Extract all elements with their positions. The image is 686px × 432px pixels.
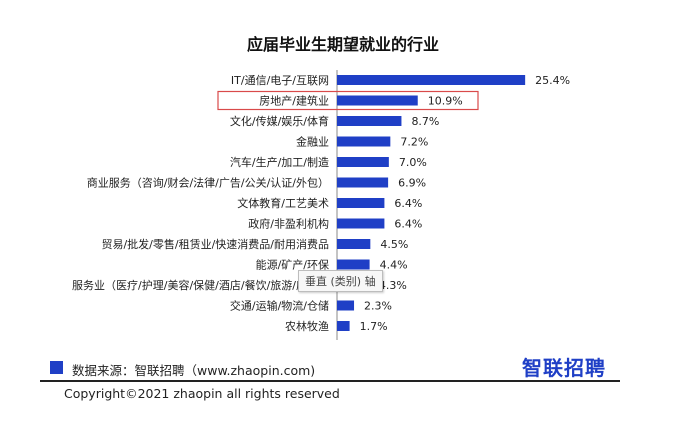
chart-title: 应届毕业生期望就业的行业: [247, 35, 439, 54]
bar: [337, 116, 402, 126]
copyright-text: Copyright©2021 zhaopin all rights reserv…: [64, 386, 340, 401]
category-label: 交通/运输/物流/仓储: [230, 299, 329, 313]
zhaopin-logo: 智联招聘: [522, 356, 606, 380]
legend-swatch: [50, 361, 63, 374]
category-label: 文体教育/工艺美术: [237, 196, 329, 210]
value-label: 6.9%: [398, 177, 426, 190]
category-label: 服务业（医疗/护理/美容/保健/酒店/餐饮/旅游/度假）: [72, 278, 329, 292]
bar: [337, 239, 371, 249]
bar: [337, 259, 370, 270]
category-label: 贸易/批发/零售/租赁业/快速消费品/耐用消费品: [101, 237, 329, 251]
bar-chart: 应届毕业生期望就业的行业 IT/通信/电子/互联网 25.4% 房地产/建筑业 10.…: [72, 35, 570, 340]
bar: [337, 321, 350, 331]
bars-layer: IT/通信/电子/互联网 25.4% 房地产/建筑业 10.9% 文化/传媒/娱乐/体育…: [72, 74, 570, 333]
category-label: 金融业: [296, 135, 329, 149]
value-label: 6.4%: [394, 197, 422, 210]
highlight-box: [217, 90, 479, 111]
category-label: 文化/传媒/娱乐/体育: [230, 114, 329, 128]
category-label: 商业服务（咨询/财会/法律/广告/公关/认证/外包）: [87, 176, 329, 190]
axis-tooltip: 垂直 (类别) 轴: [298, 270, 383, 292]
value-label: 1.7%: [360, 320, 388, 333]
data-source-text: 数据来源：智联招聘（www.zhaopin.com): [72, 363, 316, 378]
bar: [337, 300, 355, 311]
bar: [337, 95, 418, 106]
category-label: 房地产/建筑业: [259, 94, 329, 108]
value-label: 4.3%: [379, 279, 407, 292]
value-label: 4.5%: [380, 238, 408, 251]
value-label: 25.4%: [535, 74, 570, 87]
category-label: 汽车/生产/加工/制造: [230, 155, 329, 169]
value-label: 8.7%: [411, 115, 439, 128]
bar: [337, 177, 389, 188]
bar: [337, 75, 526, 85]
value-label: 2.3%: [364, 300, 392, 313]
bar: [337, 198, 385, 208]
category-label: 能源/矿产/环保: [256, 258, 329, 272]
category-label: 政府/非盈利机构: [248, 217, 329, 231]
value-label: 7.0%: [399, 156, 427, 169]
category-label: IT/通信/电子/互联网: [231, 74, 329, 87]
bar: [337, 218, 385, 229]
value-label: 7.2%: [400, 136, 428, 149]
bar: [337, 157, 389, 167]
bar: [337, 136, 391, 147]
value-label: 4.4%: [380, 259, 408, 272]
value-label: 6.4%: [394, 218, 422, 231]
footer-divider: [40, 380, 620, 382]
value-label: 10.9%: [428, 95, 463, 108]
category-label: 农林牧渔: [285, 319, 329, 333]
